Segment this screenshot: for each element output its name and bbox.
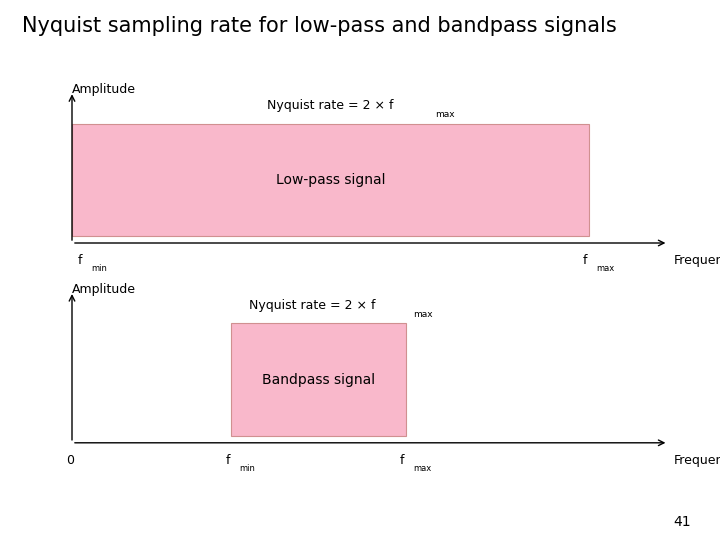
Text: max: max: [435, 110, 455, 119]
Text: Nyquist sampling rate for low-pass and bandpass signals: Nyquist sampling rate for low-pass and b…: [22, 16, 616, 36]
Text: f: f: [400, 454, 404, 467]
Text: max: max: [413, 464, 431, 473]
Bar: [72, 124, 589, 236]
Text: Amplitude: Amplitude: [72, 83, 136, 96]
Text: Frequency: Frequency: [674, 454, 720, 467]
Text: max: max: [413, 309, 433, 319]
Text: min: min: [239, 464, 255, 473]
Text: 0: 0: [66, 454, 74, 467]
Text: 41: 41: [674, 515, 691, 529]
Bar: [231, 323, 405, 436]
Text: Low-pass signal: Low-pass signal: [276, 173, 385, 187]
Text: min: min: [91, 264, 107, 273]
Text: max: max: [596, 264, 615, 273]
Text: f: f: [225, 454, 230, 467]
Text: f: f: [78, 254, 82, 267]
Text: Bandpass signal: Bandpass signal: [262, 373, 375, 387]
Text: Nyquist rate = 2 × f: Nyquist rate = 2 × f: [267, 99, 393, 112]
Text: Amplitude: Amplitude: [72, 283, 136, 296]
Text: Nyquist rate = 2 × f: Nyquist rate = 2 × f: [249, 299, 376, 312]
Text: Frequency: Frequency: [674, 254, 720, 267]
Text: f: f: [582, 254, 588, 267]
